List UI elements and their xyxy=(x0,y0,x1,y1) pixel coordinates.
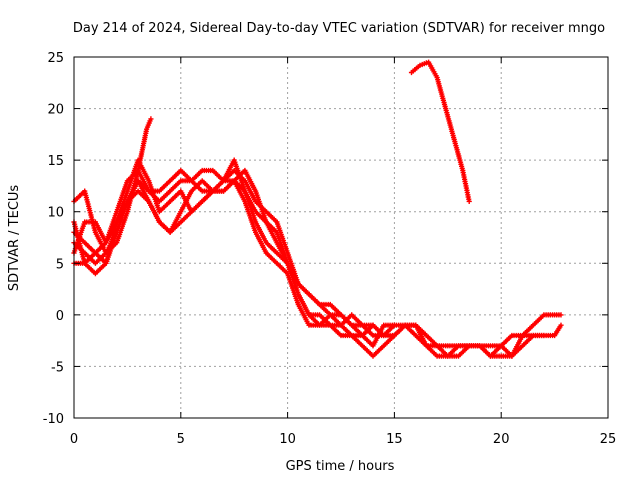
data-point-marker xyxy=(391,322,397,328)
x-tick-label: 25 xyxy=(600,432,617,447)
axis-ticks: 0 5 10 15 20 25 -10 -5 0 5 10 15 20 25 xyxy=(43,51,617,447)
y-tick-label: 15 xyxy=(47,154,64,169)
y-tick-label: -5 xyxy=(51,360,64,375)
series-track-6 xyxy=(71,116,154,256)
data-point-marker xyxy=(558,312,564,318)
data-point-marker xyxy=(466,198,472,204)
y-tick-label: 0 xyxy=(56,309,64,324)
y-tick-label: -10 xyxy=(43,412,64,427)
x-tick-label: 0 xyxy=(70,432,78,447)
series-line xyxy=(410,60,471,202)
y-tick-label: 10 xyxy=(47,206,64,221)
series-track-7 xyxy=(408,59,472,204)
x-tick-label: 15 xyxy=(386,432,403,447)
y-axis-label: SDTVAR / TECUs xyxy=(7,185,22,292)
data-point-marker xyxy=(148,116,154,122)
series-track-5 xyxy=(71,167,397,349)
data-point-marker xyxy=(541,332,547,339)
x-axis-label: GPS time / hours xyxy=(286,459,395,474)
y-tick-label: 20 xyxy=(47,103,64,118)
x-tick-label: 20 xyxy=(493,432,510,447)
data-point-marker xyxy=(370,322,376,328)
x-tick-label: 5 xyxy=(177,432,185,447)
plot-frame xyxy=(73,56,609,419)
series-track-2 xyxy=(71,178,564,359)
y-tick-label: 25 xyxy=(47,51,64,66)
series-line xyxy=(72,179,561,358)
grid xyxy=(74,57,608,418)
y-tick-label: 5 xyxy=(56,257,64,272)
data-series xyxy=(71,59,564,359)
x-tick-label: 10 xyxy=(279,432,296,447)
chart-title: Day 214 of 2024, Sidereal Day-to-day VTE… xyxy=(73,21,605,36)
data-point-marker xyxy=(558,322,564,328)
